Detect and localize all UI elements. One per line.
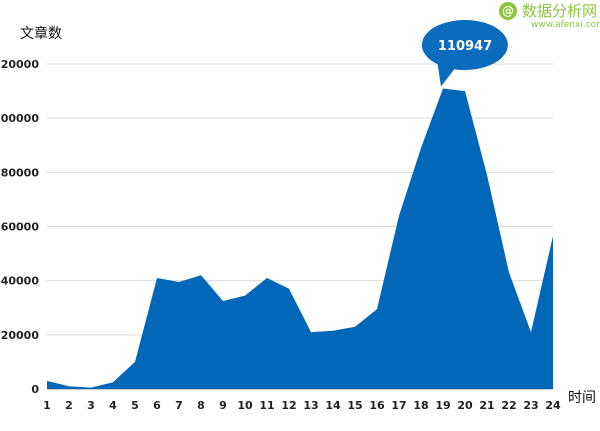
callout-value: 110947 [438, 39, 492, 54]
x-tick-label: 8 [197, 399, 205, 412]
area-series [47, 88, 553, 389]
x-tick-label: 4 [109, 399, 117, 412]
x-tick-label: 5 [131, 399, 139, 412]
x-tick-label: 24 [545, 399, 561, 412]
x-tick-label: 21 [479, 399, 494, 412]
x-tick-label: 20 [457, 399, 473, 412]
y-tick-labels: 0 20000 40000 60000 80000 100000 120000 [0, 58, 39, 396]
x-tick-label: 9 [219, 399, 227, 412]
x-tick-label: 19 [435, 399, 450, 412]
x-tick-label: 13 [303, 399, 318, 412]
x-tick-label: 12 [281, 399, 296, 412]
peak-callout: 110947 [421, 19, 508, 87]
x-tick-label: 23 [523, 399, 538, 412]
at-icon-glyph: @ [502, 4, 514, 18]
x-tick-label: 14 [325, 399, 341, 412]
x-tick-label: 10 [237, 399, 253, 412]
x-tick-label: 7 [175, 399, 183, 412]
watermark-title: 数据分析网 [522, 2, 597, 20]
area-fill [47, 88, 553, 389]
watermark-subtitle: www.afenxi.com [531, 20, 600, 30]
y-tick-label: 0 [31, 383, 39, 396]
y-tick-label: 100000 [0, 112, 39, 125]
grid-lines [47, 63, 553, 390]
x-tick-label: 6 [153, 399, 161, 412]
x-tick-label: 15 [347, 399, 362, 412]
x-tick-label: 17 [391, 399, 406, 412]
y-axis-label: 文章数 [20, 25, 62, 42]
at-icon [499, 2, 517, 20]
y-tick-label: 80000 [1, 166, 40, 179]
x-tick-label: 11 [259, 399, 274, 412]
y-tick-label: 20000 [1, 329, 40, 342]
callout-bubble [421, 19, 508, 87]
x-tick-label: 1 [43, 399, 51, 412]
x-axis-label: 时间 [568, 390, 596, 406]
x-tick-label: 2 [65, 399, 73, 412]
x-tick-label: 16 [369, 399, 385, 412]
y-tick-label: 40000 [1, 275, 40, 288]
x-tick-labels: 1 2 3 4 5 6 7 8 9 10 11 12 13 14 15 16 17 18 19 20 21 22 23 24 [43, 399, 561, 412]
y-tick-label: 120000 [0, 58, 39, 71]
x-tick-label: 18 [413, 399, 428, 412]
x-tick-label: 3 [87, 399, 95, 412]
x-tick-label: 22 [501, 399, 516, 412]
y-tick-label: 60000 [1, 221, 40, 234]
watermark: @ 数据分析网 www.afenxi.com [499, 2, 600, 30]
